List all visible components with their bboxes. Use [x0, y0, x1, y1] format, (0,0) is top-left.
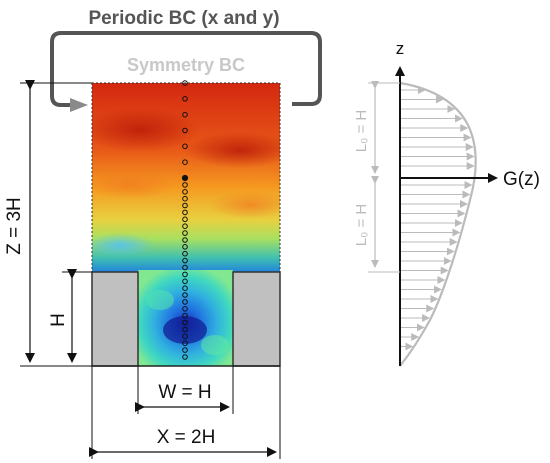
x-extent-label: X = 2H [157, 427, 216, 448]
probe-point [182, 312, 188, 319]
probe-point [182, 216, 188, 223]
z-axis-label: z [396, 39, 405, 58]
probe-point [182, 347, 188, 353]
flow-domain-outline [91, 82, 281, 272]
probe-point [182, 127, 188, 134]
probe-point [182, 250, 188, 257]
probe-point [182, 326, 188, 333]
left-building-block [91, 271, 139, 367]
probe-point [182, 209, 188, 216]
probe-point [182, 244, 188, 250]
l0-lower-dimension [368, 176, 400, 273]
probe-point [182, 306, 188, 312]
probe-point [182, 143, 188, 150]
probe-point [182, 195, 188, 202]
g-axis-label: G(z) [503, 169, 540, 190]
probe-point [182, 292, 188, 298]
probe-point [182, 257, 188, 264]
probe-point [182, 230, 188, 236]
l0-upper-label: L₀ = H [353, 110, 370, 153]
l0-upper-dimension [368, 81, 400, 174]
probe-point [182, 333, 188, 340]
probe-point [182, 299, 188, 305]
probe-point [182, 319, 188, 326]
probe-point [182, 237, 188, 243]
probe-point [182, 159, 188, 165]
periodic-bc-label: Periodic BC (x and y) [88, 8, 279, 29]
h-label: H [48, 313, 69, 327]
z-dimension [20, 80, 92, 367]
probe-point [182, 354, 188, 360]
right-building-block [232, 271, 281, 367]
probe-point [182, 111, 188, 118]
probe-point [182, 202, 188, 209]
forcing-profile-arrows [400, 86, 475, 351]
probe-point [182, 340, 188, 347]
w-label: W = H [158, 382, 211, 403]
h-dimension [62, 269, 92, 363]
symmetry-bc-label: Symmetry BC [127, 55, 245, 75]
probe-point [182, 271, 188, 278]
w-dimension [135, 366, 234, 414]
probe-point [182, 264, 188, 271]
l0-lower-label: L₀ = H [353, 204, 370, 247]
x-dimension [89, 366, 281, 459]
probe-point [181, 174, 189, 182]
probe-column [181, 80, 189, 360]
probe-point [182, 189, 188, 195]
forcing-profile-curve [399, 81, 477, 367]
probe-point [182, 182, 188, 188]
probe-point [182, 223, 188, 229]
probe-point [182, 285, 188, 292]
periodic-bc-loop [50, 31, 322, 112]
probe-point [182, 96, 188, 102]
probe-point [182, 278, 188, 285]
probe-point [182, 80, 188, 86]
z-extent-label: Z = 3H [4, 197, 25, 255]
